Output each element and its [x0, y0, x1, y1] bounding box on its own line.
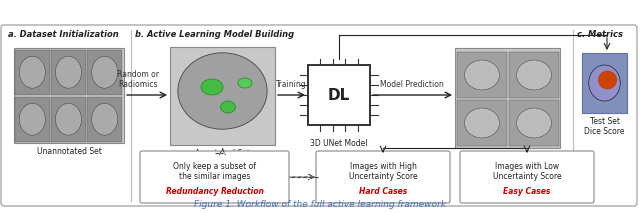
Ellipse shape [598, 71, 616, 89]
FancyBboxPatch shape [140, 151, 289, 203]
Ellipse shape [92, 103, 118, 135]
Text: Images with High
Uncertainty Score: Images with High Uncertainty Score [349, 161, 417, 181]
Text: Hard Cases: Hard Cases [359, 187, 407, 196]
FancyBboxPatch shape [455, 48, 560, 148]
Text: Random or
Radiomics: Random or Radiomics [117, 70, 159, 89]
Ellipse shape [465, 108, 499, 138]
Ellipse shape [56, 56, 81, 88]
FancyBboxPatch shape [457, 100, 507, 146]
FancyBboxPatch shape [509, 100, 559, 146]
FancyBboxPatch shape [51, 49, 86, 95]
Ellipse shape [19, 103, 45, 135]
Ellipse shape [516, 108, 552, 138]
Ellipse shape [56, 103, 81, 135]
FancyBboxPatch shape [14, 48, 124, 143]
FancyBboxPatch shape [582, 53, 627, 113]
Text: Model Prediction: Model Prediction [380, 80, 444, 89]
FancyBboxPatch shape [457, 52, 507, 98]
FancyBboxPatch shape [316, 151, 450, 203]
FancyBboxPatch shape [15, 49, 50, 95]
Text: c. Metrics: c. Metrics [577, 30, 623, 39]
Text: Unannotated Set: Unannotated Set [36, 147, 101, 156]
FancyBboxPatch shape [87, 49, 122, 95]
Text: Redundancy Reduction: Redundancy Reduction [166, 187, 264, 196]
Ellipse shape [589, 65, 620, 101]
Text: a. Dataset Initialization: a. Dataset Initialization [8, 30, 119, 39]
Ellipse shape [19, 56, 45, 88]
FancyBboxPatch shape [509, 52, 559, 98]
FancyBboxPatch shape [15, 96, 50, 142]
FancyBboxPatch shape [308, 65, 370, 125]
Text: Figure 1. Workflow of the full active learning framework: Figure 1. Workflow of the full active le… [194, 200, 446, 209]
Text: Annotated Set: Annotated Set [195, 149, 250, 158]
Ellipse shape [92, 56, 118, 88]
Text: DL: DL [328, 88, 350, 102]
Text: Only keep a subset of
the similar images: Only keep a subset of the similar images [173, 161, 256, 181]
FancyBboxPatch shape [460, 151, 594, 203]
Text: 3D UNet Model: 3D UNet Model [310, 139, 368, 148]
Text: Images with Low
Uncertainty Score: Images with Low Uncertainty Score [493, 161, 561, 181]
Ellipse shape [178, 53, 267, 129]
Ellipse shape [238, 78, 252, 88]
FancyBboxPatch shape [1, 25, 637, 206]
Text: Easy Cases: Easy Cases [503, 187, 550, 196]
Text: Test Set
Dice Score: Test Set Dice Score [584, 117, 625, 136]
FancyBboxPatch shape [51, 96, 86, 142]
Text: b. Active Learning Model Building: b. Active Learning Model Building [135, 30, 294, 39]
Ellipse shape [465, 60, 499, 90]
Ellipse shape [221, 101, 236, 113]
Text: Remaining
Unannotated Set: Remaining Unannotated Set [475, 152, 540, 171]
FancyBboxPatch shape [170, 47, 275, 145]
FancyBboxPatch shape [87, 96, 122, 142]
Text: Training: Training [276, 80, 307, 89]
Ellipse shape [201, 79, 223, 95]
Ellipse shape [516, 60, 552, 90]
